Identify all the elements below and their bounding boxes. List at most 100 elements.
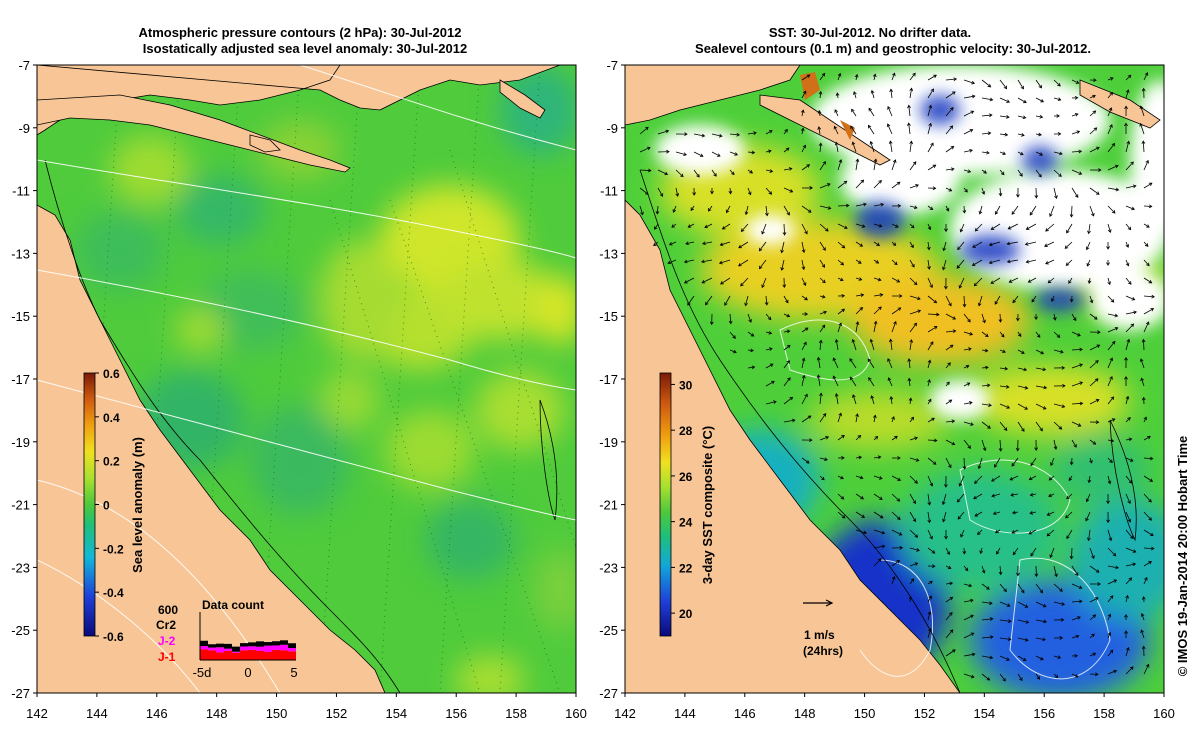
left-title-line1: Atmospheric pressure contours (2 hPa): 3… [139,25,462,40]
count-bar-cr2 [280,640,288,645]
left-lat-tick-label: -25 [11,623,30,638]
right-lat-tick-label: -13 [599,246,618,261]
series-label-j1: J-1 [158,650,176,664]
left-lon-tick-label: 158 [505,706,527,721]
count-bar-j2 [280,644,288,651]
data-count-inset: Data count 600 Cr2 J-2 J-1 -5d 0 5 [156,598,298,680]
left-lon-tick-label: 150 [266,706,288,721]
right-map-area [625,65,1164,693]
left-lat-tick-label: -19 [11,435,30,450]
count-bar-j1 [216,652,224,660]
count-bar-cr2 [288,643,296,648]
left-lat-tick-label: -7 [18,58,30,73]
land-australia [37,204,386,693]
count-bar-j2 [240,646,248,651]
count-bar-cr2 [240,643,248,647]
count-bar-j2 [264,645,272,652]
right-lat-tick-label: -7 [606,58,618,73]
left-lon-tick-label: 152 [326,706,348,721]
right-lat-tick-label: -9 [606,121,618,136]
sst-colorbar-tick: 22 [679,561,693,575]
count-bar-cr2 [272,641,280,646]
count-bar-cr2 [248,642,256,647]
count-bar-j2 [256,646,264,651]
left-lat-tick-label: -17 [11,372,30,387]
land-island-2 [249,134,281,153]
sst-colorbar-tick: 26 [679,470,693,484]
data-count-title: Data count [202,598,264,612]
count-xtick-0: -5d [193,665,212,680]
right-lat-tick-label: -19 [599,435,618,450]
sst-island-1 [1079,79,1161,129]
left-map-panel: Atmospheric pressure contours (2 hPa): 3… [36,25,577,694]
count-bar-j2 [272,645,280,650]
sst-colorbar-gradient [659,372,672,637]
right-lon-tick-label: 146 [734,706,756,721]
count-bar-cr2 [232,646,240,652]
land-island-1 [499,79,546,119]
sst-colorbar-tick: 30 [679,378,693,392]
sst-colorbar-label: 3-day SST composite (°C) [700,426,715,584]
right-title-line1: SST: 30-Jul-2012. No drifter data. [769,25,971,40]
count-bar-j2 [224,648,232,651]
right-lat-tick-label: -15 [599,309,618,324]
count-bar-j1 [288,651,296,660]
left-lon-tick-label: 156 [445,706,467,721]
scale-arrow-line2: (24hrs) [803,644,843,658]
sla-colorbar-tick: 0.2 [103,455,120,469]
sla-colorbar-tick: 0.6 [103,367,120,381]
count-bar-cr2 [208,644,216,648]
count-xtick-1: 0 [244,665,251,680]
left-map-area [37,65,576,693]
right-lon-tick-label: 156 [1033,706,1055,721]
right-lat-tick-label: -27 [599,686,618,701]
count-bar-j1 [256,650,264,660]
left-lat-tick-label: -15 [11,309,30,324]
left-lat-tick-label: -23 [11,560,30,575]
count-bar-j1 [232,652,240,660]
sla-colorbar-label: Sea level anomaly (m) [130,437,145,573]
right-title-line2: Sealevel contours (0.1 m) and geostrophi… [695,41,1091,56]
count-bar-j1 [272,649,280,660]
count-bar-j1 [224,650,232,660]
sst-land-australia [625,199,961,693]
velocity-scale-arrow: 1 m/s (24hrs) [803,599,843,658]
count-bar-j2 [248,646,256,650]
scale-arrow-line1: 1 m/s [804,628,835,642]
count-xtick-2: 5 [290,665,297,680]
sst-colorbar-tick: 28 [679,424,693,438]
count-bar-j1 [264,651,272,660]
sst-colorbar-tick: 20 [679,607,693,621]
sla-colorbar-tick: -0.4 [103,586,124,600]
data-count-max-label: 600 [158,603,178,617]
left-lon-tick-label: 146 [146,706,168,721]
left-lat-tick-label: -11 [12,184,30,199]
sla-colorbar-tick: 0.4 [103,411,120,425]
sla-colorbar-gradient [83,372,96,637]
count-bar-j2 [216,647,224,653]
left-lon-tick-label: 144 [86,706,108,721]
count-bar-cr2 [224,643,232,649]
land-new-guinea [37,65,561,136]
left-lat-tick-label: -21 [11,498,30,513]
count-bar-j1 [240,650,248,660]
sst-land-peninsula [759,94,891,166]
right-lat-tick-label: -25 [599,623,618,638]
left-lat-tick-label: -27 [11,686,30,701]
right-lon-tick-label: 158 [1093,706,1115,721]
right-lon-tick-label: 152 [914,706,936,721]
land-papua-peninsula [37,94,351,173]
count-bar-j2 [200,646,208,650]
left-lon-tick-label: 142 [26,706,48,721]
right-lat-tick-label: -17 [599,372,618,387]
sst-land-new-guinea [625,65,801,126]
left-lon-tick-label: 160 [565,706,587,721]
sst-colorbar-tick: 24 [679,516,693,530]
left-lat-tick-label: -9 [18,121,30,136]
count-bar-cr2 [264,642,272,646]
right-map-panel: SST: 30-Jul-2012. No drifter data. Seale… [624,25,1165,694]
count-bar-j1 [280,650,288,660]
sla-colorbar-tick: 0 [103,499,110,513]
right-lon-tick-label: 150 [854,706,876,721]
count-bar-j1 [208,650,216,660]
